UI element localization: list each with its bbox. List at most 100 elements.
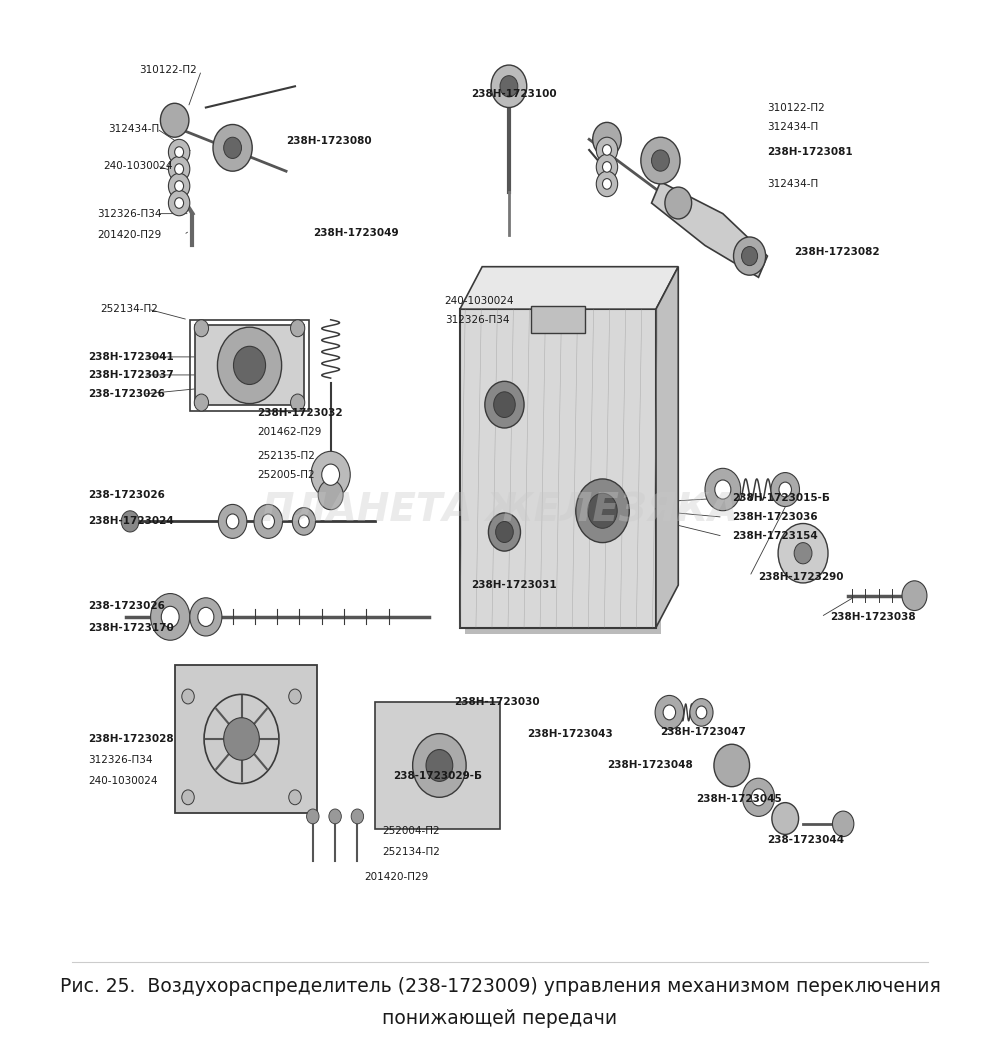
Circle shape [413, 734, 466, 797]
Circle shape [311, 451, 350, 498]
Text: 240-1030024: 240-1030024 [88, 777, 158, 786]
Text: Рис. 25.  Воздухораспределитель (238-1723009) управления механизмом переключения: Рис. 25. Воздухораспределитель (238-1723… [60, 977, 940, 996]
Circle shape [175, 181, 184, 192]
Text: понижающей передачи: понижающей передачи [382, 1009, 618, 1028]
Circle shape [488, 513, 521, 551]
Circle shape [218, 504, 247, 538]
Circle shape [254, 504, 283, 538]
Text: 238Н-1723048: 238Н-1723048 [607, 761, 693, 770]
Circle shape [168, 190, 190, 216]
Circle shape [175, 147, 184, 157]
Circle shape [593, 122, 621, 156]
Circle shape [794, 543, 812, 564]
Text: 201420-П29: 201420-П29 [97, 230, 161, 239]
Text: 238-1723029-Б: 238-1723029-Б [393, 771, 482, 781]
Circle shape [289, 689, 301, 704]
Text: 238Н-1723041: 238Н-1723041 [88, 352, 174, 362]
Circle shape [751, 788, 766, 805]
Circle shape [655, 696, 684, 730]
Circle shape [690, 699, 713, 727]
Circle shape [772, 802, 799, 834]
Text: 238Н-1723031: 238Н-1723031 [471, 580, 557, 591]
Text: 238Н-1723100: 238Н-1723100 [471, 88, 557, 99]
Circle shape [596, 154, 618, 180]
Circle shape [351, 809, 364, 824]
Text: 238Н-1723015-Б: 238Н-1723015-Б [732, 493, 830, 503]
FancyBboxPatch shape [460, 310, 656, 628]
Circle shape [224, 137, 242, 159]
Circle shape [289, 789, 301, 804]
Circle shape [160, 103, 189, 137]
Circle shape [696, 706, 707, 719]
Circle shape [233, 346, 266, 384]
Circle shape [190, 598, 222, 636]
Text: 312326-П34: 312326-П34 [445, 315, 509, 325]
Circle shape [742, 247, 758, 266]
Text: 238Н-1723043: 238Н-1723043 [527, 729, 612, 738]
Circle shape [771, 472, 799, 506]
Circle shape [226, 514, 239, 529]
Circle shape [262, 514, 274, 529]
Circle shape [224, 718, 259, 760]
Circle shape [168, 173, 190, 199]
Text: 238Н-1723080: 238Н-1723080 [286, 136, 372, 147]
Circle shape [902, 581, 927, 611]
Text: 312434-П: 312434-П [767, 179, 819, 189]
Text: 312434-П: 312434-П [108, 123, 159, 134]
Text: 238Н-1723037: 238Н-1723037 [88, 370, 174, 380]
Circle shape [175, 164, 184, 174]
Circle shape [329, 809, 341, 824]
Circle shape [496, 521, 513, 543]
Circle shape [151, 594, 190, 641]
Text: 310122-П2: 310122-П2 [767, 102, 825, 113]
Circle shape [121, 511, 139, 532]
Text: 238-1723026: 238-1723026 [88, 489, 165, 500]
Circle shape [603, 145, 611, 155]
Polygon shape [195, 326, 304, 404]
Text: 238Н-1723036: 238Н-1723036 [732, 512, 817, 522]
Polygon shape [460, 267, 678, 310]
Text: 312326-П34: 312326-П34 [97, 209, 162, 218]
Circle shape [291, 320, 305, 336]
Text: 238Н-1723047: 238Н-1723047 [660, 727, 746, 736]
Circle shape [652, 150, 669, 171]
Circle shape [291, 394, 305, 411]
Circle shape [161, 606, 179, 628]
Circle shape [778, 523, 828, 583]
Circle shape [500, 76, 518, 97]
Polygon shape [656, 267, 678, 628]
Text: 252005-П2: 252005-П2 [258, 469, 315, 480]
Text: 201420-П29: 201420-П29 [365, 871, 429, 882]
Text: 240-1030024: 240-1030024 [103, 161, 173, 171]
Circle shape [588, 494, 617, 529]
FancyBboxPatch shape [375, 702, 500, 829]
Text: 238-1723044: 238-1723044 [767, 835, 845, 845]
Text: 238Н-1723290: 238Н-1723290 [758, 571, 844, 582]
FancyBboxPatch shape [175, 665, 317, 813]
Text: 238-1723026: 238-1723026 [88, 601, 165, 612]
Text: 238Н-1723082: 238Н-1723082 [794, 247, 880, 256]
Text: ПЛАНЕТА ЖЕЛЕЗЯКА: ПЛАНЕТА ЖЕЛЕЗЯКА [262, 492, 738, 530]
Text: 238Н-1723024: 238Н-1723024 [88, 516, 174, 527]
Text: 252134-П2: 252134-П2 [382, 848, 440, 858]
Circle shape [641, 137, 680, 184]
Circle shape [714, 744, 750, 786]
Text: 240-1030024: 240-1030024 [445, 296, 514, 305]
Circle shape [663, 705, 676, 720]
Circle shape [175, 198, 184, 209]
Text: 252004-П2: 252004-П2 [382, 827, 440, 836]
Circle shape [742, 778, 775, 816]
Text: 252135-П2: 252135-П2 [258, 450, 315, 461]
Circle shape [665, 187, 692, 219]
Polygon shape [652, 182, 767, 278]
Circle shape [194, 394, 209, 411]
Circle shape [603, 162, 611, 172]
Circle shape [307, 809, 319, 824]
Text: 238Н-1723030: 238Н-1723030 [454, 697, 539, 706]
Circle shape [596, 171, 618, 197]
Circle shape [491, 65, 527, 107]
FancyBboxPatch shape [465, 316, 661, 634]
Circle shape [213, 124, 252, 171]
Text: 312326-П34: 312326-П34 [88, 755, 153, 765]
Circle shape [292, 508, 315, 535]
